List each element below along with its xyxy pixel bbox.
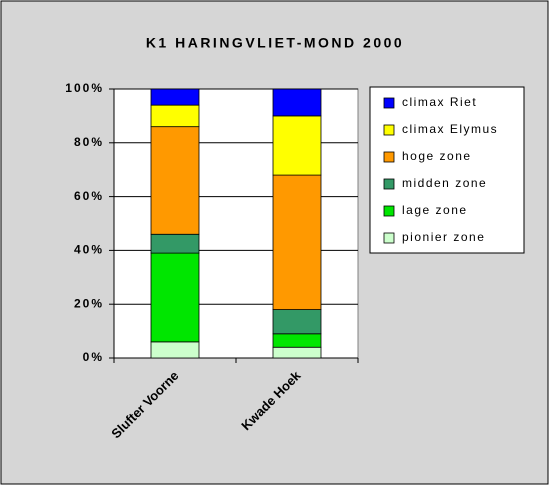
- y-tick-label: 20%: [74, 296, 104, 310]
- legend-swatch: [383, 97, 395, 109]
- chart-title: K1 HARINGVLIET-MOND 2000: [146, 35, 404, 51]
- bar-segment: [150, 126, 200, 235]
- legend-swatch: [383, 205, 395, 217]
- legend-label: pionier zone: [402, 230, 485, 244]
- legend-swatch: [383, 151, 395, 163]
- legend-label: midden zone: [402, 176, 487, 190]
- y-tick-label: 100%: [65, 81, 104, 95]
- legend-label: climax Riet: [402, 95, 477, 109]
- legend-label: hoge zone: [402, 149, 472, 163]
- legend-label: lage zone: [402, 203, 468, 217]
- legend-label: climax Elymus: [402, 122, 498, 136]
- bar-segment: [272, 115, 322, 176]
- bar-segment: [272, 333, 322, 348]
- legend-swatch: [383, 232, 395, 244]
- bar-segment: [272, 346, 322, 359]
- legend-box: [369, 86, 525, 254]
- legend-swatch: [383, 178, 395, 190]
- y-tick-label: 0%: [83, 350, 104, 364]
- bar-segment: [150, 88, 200, 106]
- bar-segment: [272, 174, 322, 310]
- bar-segment: [150, 252, 200, 343]
- bar-segment: [272, 309, 322, 335]
- bar-segment: [150, 104, 200, 128]
- bar-segment: [150, 233, 200, 254]
- y-tick-label: 80%: [74, 135, 104, 149]
- bar-segment: [150, 341, 200, 359]
- legend-swatch: [383, 124, 395, 136]
- y-tick-label: 60%: [74, 189, 104, 203]
- bar-segment: [272, 88, 322, 117]
- y-tick-label: 40%: [74, 243, 104, 257]
